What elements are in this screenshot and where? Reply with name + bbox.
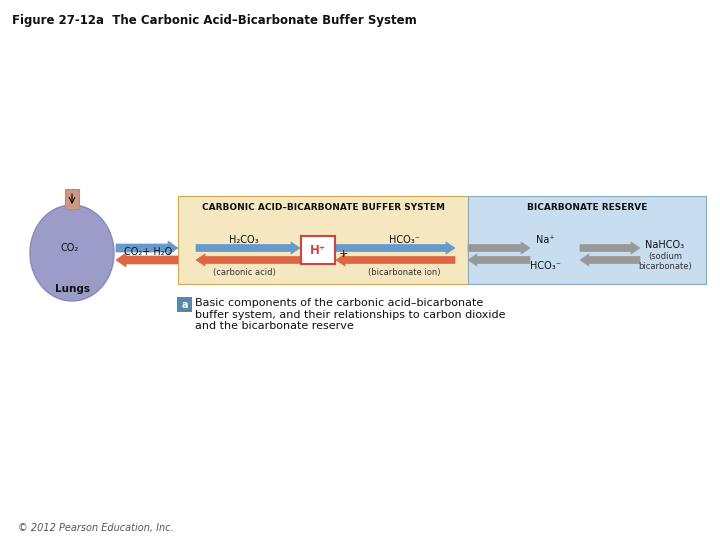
Text: +: + — [338, 249, 348, 259]
Polygon shape — [468, 254, 530, 266]
FancyBboxPatch shape — [468, 196, 706, 284]
Text: Basic components of the carbonic acid–bicarbonate
buffer system, and their relat: Basic components of the carbonic acid–bi… — [195, 298, 505, 331]
Text: CARBONIC ACID–BICARBONATE BUFFER SYSTEM: CARBONIC ACID–BICARBONATE BUFFER SYSTEM — [202, 203, 444, 212]
Text: (carbonic acid): (carbonic acid) — [212, 268, 275, 277]
Polygon shape — [336, 242, 455, 254]
Polygon shape — [580, 242, 640, 254]
FancyBboxPatch shape — [177, 297, 192, 312]
Text: HCO₃⁻: HCO₃⁻ — [389, 235, 420, 245]
FancyBboxPatch shape — [65, 189, 79, 209]
Polygon shape — [196, 242, 300, 254]
Text: NaHCO₃: NaHCO₃ — [645, 240, 685, 250]
Text: Na⁺: Na⁺ — [536, 235, 554, 245]
Text: H₂CO₃: H₂CO₃ — [229, 235, 258, 245]
Polygon shape — [468, 242, 530, 254]
Ellipse shape — [30, 205, 114, 301]
Text: a: a — [181, 300, 188, 309]
Text: H⁺: H⁺ — [310, 244, 326, 256]
Text: (sodium
bicarbonate): (sodium bicarbonate) — [638, 252, 692, 272]
Text: CO₂: CO₂ — [61, 243, 79, 253]
Text: Lungs: Lungs — [55, 284, 89, 294]
Text: © 2012 Pearson Education, Inc.: © 2012 Pearson Education, Inc. — [18, 523, 174, 533]
Text: CO₂+ H₂O: CO₂+ H₂O — [124, 247, 172, 257]
Text: Figure 27-12a  The Carbonic Acid–Bicarbonate Buffer System: Figure 27-12a The Carbonic Acid–Bicarbon… — [12, 14, 417, 27]
Text: BICARBONATE RESERVE: BICARBONATE RESERVE — [527, 203, 647, 212]
Polygon shape — [116, 241, 178, 255]
Text: (bicarbonate ion): (bicarbonate ion) — [368, 268, 440, 277]
FancyBboxPatch shape — [301, 236, 335, 264]
Polygon shape — [196, 254, 300, 266]
Polygon shape — [580, 254, 640, 266]
Polygon shape — [336, 254, 455, 266]
FancyBboxPatch shape — [178, 196, 468, 284]
Text: HCO₃⁻: HCO₃⁻ — [530, 261, 560, 271]
Polygon shape — [116, 253, 178, 267]
